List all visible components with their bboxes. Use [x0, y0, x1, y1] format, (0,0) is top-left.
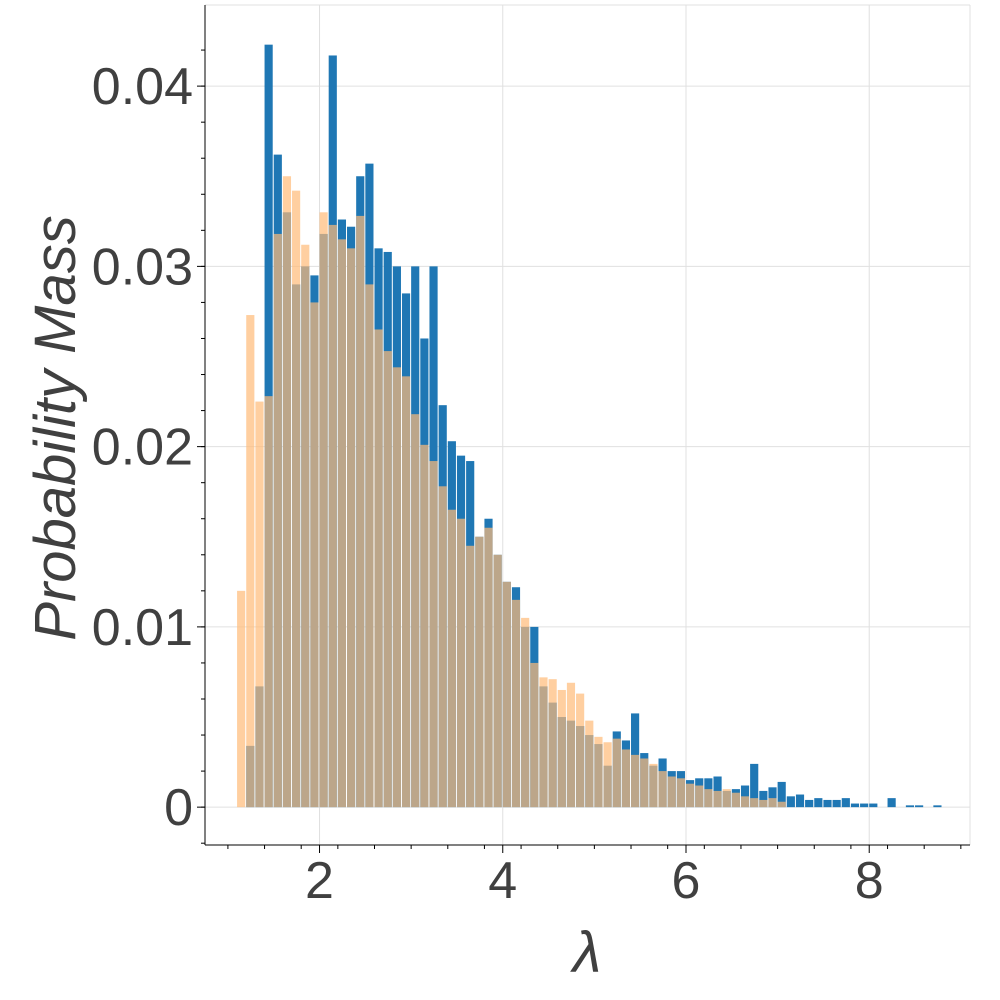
- y-axis-title: Probability Mass: [23, 215, 88, 640]
- histogram-bar: [282, 176, 292, 808]
- histogram-bar: [484, 527, 493, 808]
- histogram-bar: [768, 787, 777, 808]
- series-orange-bars: [237, 176, 786, 808]
- histogram-bar: [548, 679, 557, 808]
- histogram-bar: [328, 224, 337, 808]
- histogram-bar: [576, 693, 585, 808]
- histogram-bar: [621, 749, 631, 808]
- histogram-bar: [264, 396, 273, 808]
- histogram-bar: [704, 789, 713, 808]
- histogram-bar: [493, 554, 502, 808]
- histogram-bar: [420, 444, 429, 808]
- histogram-bar: [337, 239, 347, 808]
- histogram-bar: [722, 789, 731, 808]
- histogram-bar: [649, 763, 658, 808]
- histogram-bar: [740, 796, 750, 808]
- histogram-bar: [530, 662, 539, 808]
- histogram-bar: [713, 790, 722, 808]
- histogram-bar: [237, 590, 246, 808]
- histogram-bar: [603, 742, 612, 808]
- histogram-bar: [841, 798, 850, 808]
- tick-labels: 2 4 6 8 0 0.01 0.02 0.03 0.04: [92, 58, 884, 910]
- histogram-bar: [255, 401, 264, 808]
- histogram-bar: [392, 367, 401, 808]
- histogram-bar: [447, 509, 456, 808]
- histogram-bar: [319, 212, 328, 808]
- histogram-bar: [292, 190, 301, 808]
- histogram-bar: [301, 244, 310, 808]
- histogram-bar: [768, 798, 777, 808]
- histogram-bar: [631, 754, 640, 808]
- histogram-bar: [860, 803, 869, 808]
- histogram-bar: [685, 783, 695, 808]
- axes: [197, 5, 970, 853]
- histogram-bar: [832, 799, 841, 808]
- histogram-bar: [383, 351, 392, 808]
- histogram-bar: [814, 798, 823, 808]
- histogram-bar: [759, 790, 768, 808]
- histogram-bar: [585, 720, 594, 808]
- histogram-bar: [521, 617, 530, 808]
- y-tick-label: 0.02: [92, 419, 193, 477]
- x-tick-label: 2: [305, 852, 334, 910]
- histogram-bar: [374, 329, 383, 808]
- histogram-bar: [356, 215, 365, 808]
- histogram-bar: [777, 801, 786, 808]
- histogram-bar: [438, 486, 447, 808]
- histogram-bar: [539, 677, 548, 808]
- histogram-bar: [475, 536, 484, 808]
- histogram-bar: [658, 771, 667, 808]
- histogram-bar: [869, 803, 878, 808]
- histogram-bar: [887, 798, 896, 808]
- histogram-bar: [750, 763, 759, 808]
- histogram-bar: [905, 805, 915, 808]
- y-tick-label: 0: [164, 779, 193, 837]
- histogram-bar: [795, 794, 805, 808]
- histogram-bar: [273, 233, 282, 808]
- histogram-bar: [667, 776, 676, 808]
- histogram-bar: [805, 799, 814, 808]
- histogram-bar: [365, 284, 374, 808]
- histogram-bar: [640, 758, 649, 808]
- histogram-bar: [676, 778, 685, 808]
- histogram-bar: [612, 738, 621, 808]
- y-tick-label: 0.04: [92, 58, 193, 116]
- histogram-bar: [566, 682, 576, 808]
- histogram-bar: [750, 798, 759, 808]
- histogram-bar: [401, 376, 411, 808]
- y-tick-label: 0.01: [92, 599, 193, 657]
- histogram-bar: [823, 799, 832, 808]
- histogram-bar: [557, 689, 566, 808]
- histogram-bar: [915, 805, 924, 808]
- histogram-bar: [786, 796, 795, 808]
- histogram-bar: [456, 518, 466, 808]
- x-tick-label: 8: [855, 852, 884, 910]
- histogram-bar: [777, 781, 786, 808]
- x-axis-title: λ: [570, 920, 602, 985]
- histogram-bar: [411, 414, 420, 808]
- histogram-bar: [502, 581, 511, 808]
- histogram-bar: [246, 315, 255, 808]
- histogram-bar: [731, 792, 740, 808]
- x-tick-label: 6: [672, 852, 701, 910]
- histogram-bar: [759, 799, 768, 808]
- histogram-bar: [695, 785, 704, 808]
- histogram-bar: [310, 302, 319, 808]
- histogram-bar: [933, 805, 942, 808]
- histogram-bar: [850, 803, 860, 808]
- histogram-bar: [511, 599, 521, 808]
- y-tick-label: 0.03: [92, 238, 193, 296]
- histogram-bar: [347, 248, 356, 808]
- x-tick-label: 4: [488, 852, 517, 910]
- histogram-bar: [594, 736, 603, 808]
- histogram-bar: [429, 461, 438, 808]
- histogram-bar: [466, 545, 475, 808]
